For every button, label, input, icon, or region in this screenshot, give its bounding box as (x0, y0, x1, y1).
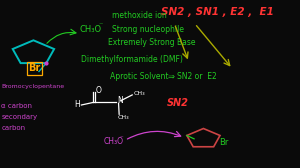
Text: Extremely Strong Base: Extremely Strong Base (107, 38, 195, 47)
Text: Br: Br (28, 63, 41, 73)
Text: Aprotic Solvent: Aprotic Solvent (110, 72, 169, 81)
Text: CH₃: CH₃ (134, 91, 145, 96)
Text: SN2 or  E2: SN2 or E2 (177, 72, 217, 81)
Text: O: O (95, 86, 101, 95)
Text: ⇒: ⇒ (167, 72, 174, 81)
Text: SN2 , SN1 , E2 ,  E1: SN2 , SN1 , E2 , E1 (161, 7, 274, 17)
Text: CH₃O: CH₃O (80, 25, 102, 34)
Text: α carbon: α carbon (2, 103, 32, 109)
Text: H: H (74, 100, 80, 109)
Text: Strong nucleophile: Strong nucleophile (112, 25, 184, 34)
Text: CH₃: CH₃ (118, 115, 129, 120)
Text: ⁻: ⁻ (120, 135, 124, 141)
Text: SN2: SN2 (167, 98, 189, 108)
Text: CH₃O: CH₃O (103, 137, 123, 146)
Text: Br: Br (219, 138, 229, 147)
Text: secondary: secondary (2, 114, 38, 120)
Text: Bromocyclopentane: Bromocyclopentane (2, 84, 64, 89)
Text: carbon: carbon (2, 125, 26, 131)
Text: methoxide ion: methoxide ion (112, 11, 167, 20)
Text: ⁻: ⁻ (98, 20, 103, 29)
Text: Dimethylformamide (DMF): Dimethylformamide (DMF) (81, 55, 183, 64)
Text: N: N (117, 96, 123, 105)
